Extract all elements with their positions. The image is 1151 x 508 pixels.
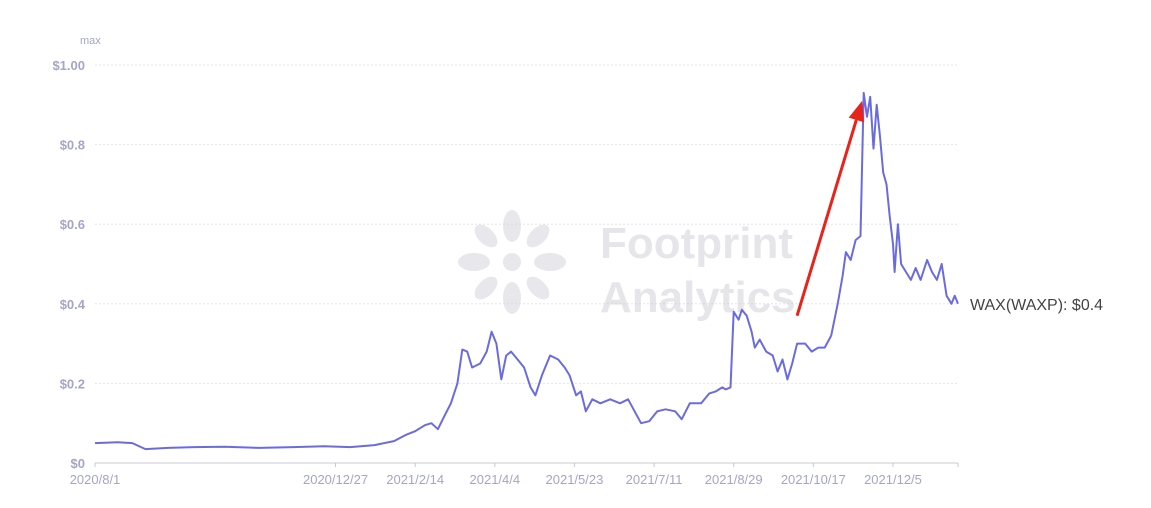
footprint-logo-icon [458,210,566,314]
x-axis: 2020/8/1 2020/12/27 2021/2/14 2021/4/4 2021/… [70,462,959,487]
footprint-analytics-watermark: Footprint Analytics [458,210,796,322]
y-tick-label: $0.8 [60,138,85,153]
series-end-label: WAX(WAXP): $0.4 [970,297,1103,314]
x-tick-label: 2021/2/14 [386,472,444,487]
x-tick-label: 2021/5/23 [546,472,604,487]
watermark-line2: Analytics [600,273,796,322]
series-group: WAX(WAXP): $0.4 [94,91,1103,451]
y-tick-label: $0.4 [60,297,86,312]
y-tick-label: $0 [71,456,85,471]
y-tick-label: $1.00 [52,58,85,73]
series-line-waxp [94,91,959,451]
y-tick-label: $0.2 [60,376,85,391]
arrow-shaft [795,119,858,317]
x-tick-label: 2021/7/11 [626,472,683,487]
x-tick-label: 2021/4/4 [470,472,521,487]
grid-lines [95,64,958,464]
y-axis: $0 $0.2 $0.4 $0.6 $0.8 $1.00 [52,58,85,471]
y-tick-label: $0.6 [60,217,85,232]
x-tick-label: 2021/8/29 [705,472,763,487]
x-tick-label: 2020/8/1 [70,472,121,487]
x-tick-label: 2021/10/17 [781,472,846,487]
arrow-head [848,100,864,123]
watermark-line1: Footprint [600,219,793,268]
red-arrow-annotation [795,100,864,317]
y-axis-unit-label: max [80,35,101,47]
x-tick-label: 2021/12/5 [864,472,922,487]
x-tick-label: 2020/12/27 [303,472,368,487]
